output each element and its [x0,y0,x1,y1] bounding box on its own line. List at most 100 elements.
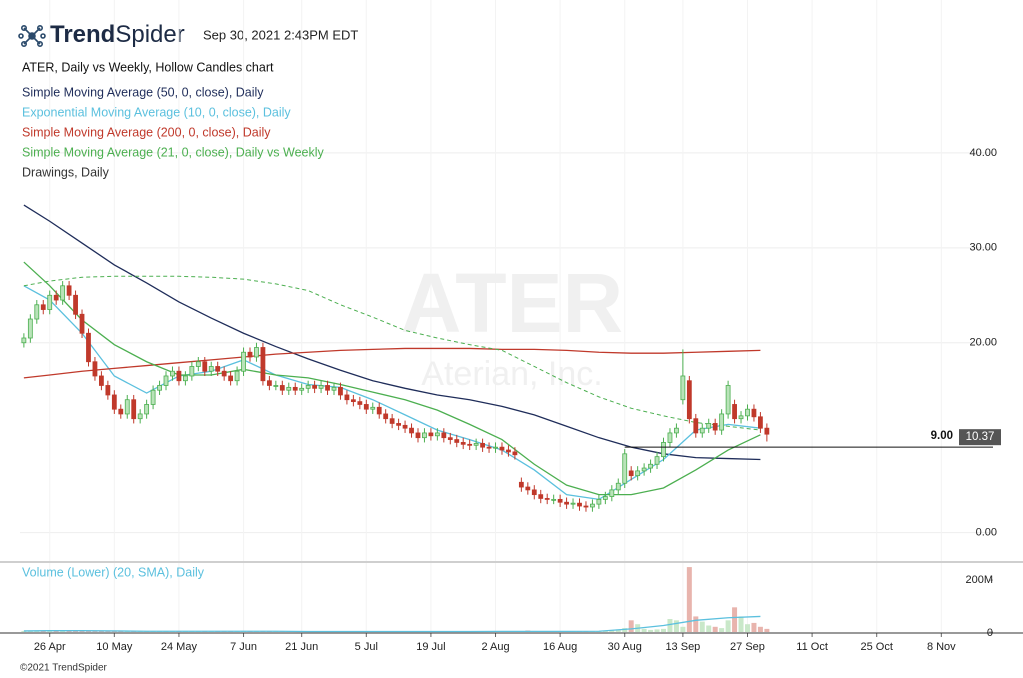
candle-body [60,285,66,301]
candle-body [21,337,27,344]
candle-body [34,304,40,320]
candle-body [486,446,492,449]
candle-body [415,432,421,439]
y-tick-label: 40.00 [969,147,997,159]
volume-bar [73,630,79,632]
candle-body [131,399,137,420]
candle-body [409,427,414,434]
candle-body [622,453,628,484]
candle-body [428,432,434,437]
candle-body [66,285,72,296]
x-tick-label: 30 Aug [608,641,642,653]
candle-body [531,489,537,496]
candle-body [176,370,182,382]
candle-body [758,416,763,429]
candle-body [441,432,447,439]
volume-bar [686,567,692,632]
x-tick-label: 7 Jun [230,641,257,653]
candle-body [344,394,350,401]
candle-body [609,489,615,497]
candle-body [241,351,246,372]
candle-body [99,375,104,386]
candle-body [195,361,201,367]
x-tick-label: 16 Aug [543,641,577,653]
drawing-label: 9.00 [931,430,953,442]
candle-body [118,408,124,415]
volume-bar [609,630,615,632]
volume-bar [712,626,718,632]
timestamp: Sep 30, 2021 2:43PM EDT [203,27,358,42]
candle-body [699,427,705,434]
watermark: ATER Aterian, Inc. [401,256,623,393]
candle-body [570,502,576,505]
volume-bar [615,629,621,632]
volume-bar [680,626,686,632]
legend-entry: Simple Moving Average (21, 0, close), Da… [22,145,324,159]
chart-title: ATER, Daily vs Weekly, Hollow Candles ch… [22,60,274,74]
volume-bar [21,630,27,632]
volume-bar [706,625,712,632]
volume-bar [744,624,750,632]
candle-body [157,385,162,391]
candle-body [350,399,356,403]
volume-bar [105,631,111,632]
x-tick-label: 26 Apr [34,641,66,653]
candle-body [402,424,408,429]
volume-bar [60,630,66,632]
candle-body [170,370,175,377]
candle-body [228,375,234,382]
candle-body [447,437,453,440]
candle-body [518,481,524,488]
ma-line-weekly [23,275,761,431]
candle-body [286,386,292,391]
candle-body [111,394,117,410]
candle-body [234,370,240,382]
candle-body [751,408,757,418]
candle-body [596,498,602,505]
candle-body [383,413,389,420]
candle-body [40,304,46,310]
candle-body [648,463,653,469]
footer: ©2021 TrendSpider [20,663,108,674]
y-tick-label: 30.00 [969,242,997,254]
candle-body [725,385,731,415]
candle-body [454,439,460,443]
ma-line [23,347,761,379]
x-tick-label: 2 Aug [481,641,509,653]
candle-body [247,351,253,358]
candle-body [53,294,59,301]
candle-body [305,385,311,389]
x-tick-label: 10 May [96,641,133,653]
candle-body [467,443,473,446]
candle-body [512,451,518,456]
legend-entry: Drawings, Daily [22,165,110,179]
candle-body [73,294,78,315]
candle-body [260,347,266,382]
candle-body [92,361,98,377]
candle-body [538,494,544,499]
x-tick-label: 19 Jul [416,641,445,653]
candle-body [583,505,589,508]
grid [20,0,993,632]
volume-bar [725,620,731,632]
candle-body [163,375,169,386]
candle-body [628,470,634,477]
candle-body [499,446,505,451]
y-tick-label: 0.00 [976,527,997,539]
candle-body [712,423,718,431]
volume-sma-line [23,615,761,633]
candle-body [654,456,660,465]
x-tick-label: 13 Sep [665,641,700,653]
y-tick-label: 20.00 [969,337,997,349]
candle-body [363,404,369,410]
volume-bar [660,628,666,632]
candle-body [215,366,221,372]
candle-body [680,375,686,401]
candles [21,281,770,512]
legend-entry: Simple Moving Average (200, 0, close), D… [22,125,271,139]
candle-body [137,413,143,420]
candle-body [473,442,479,446]
candle-body [86,332,91,363]
candle-body [564,501,569,505]
